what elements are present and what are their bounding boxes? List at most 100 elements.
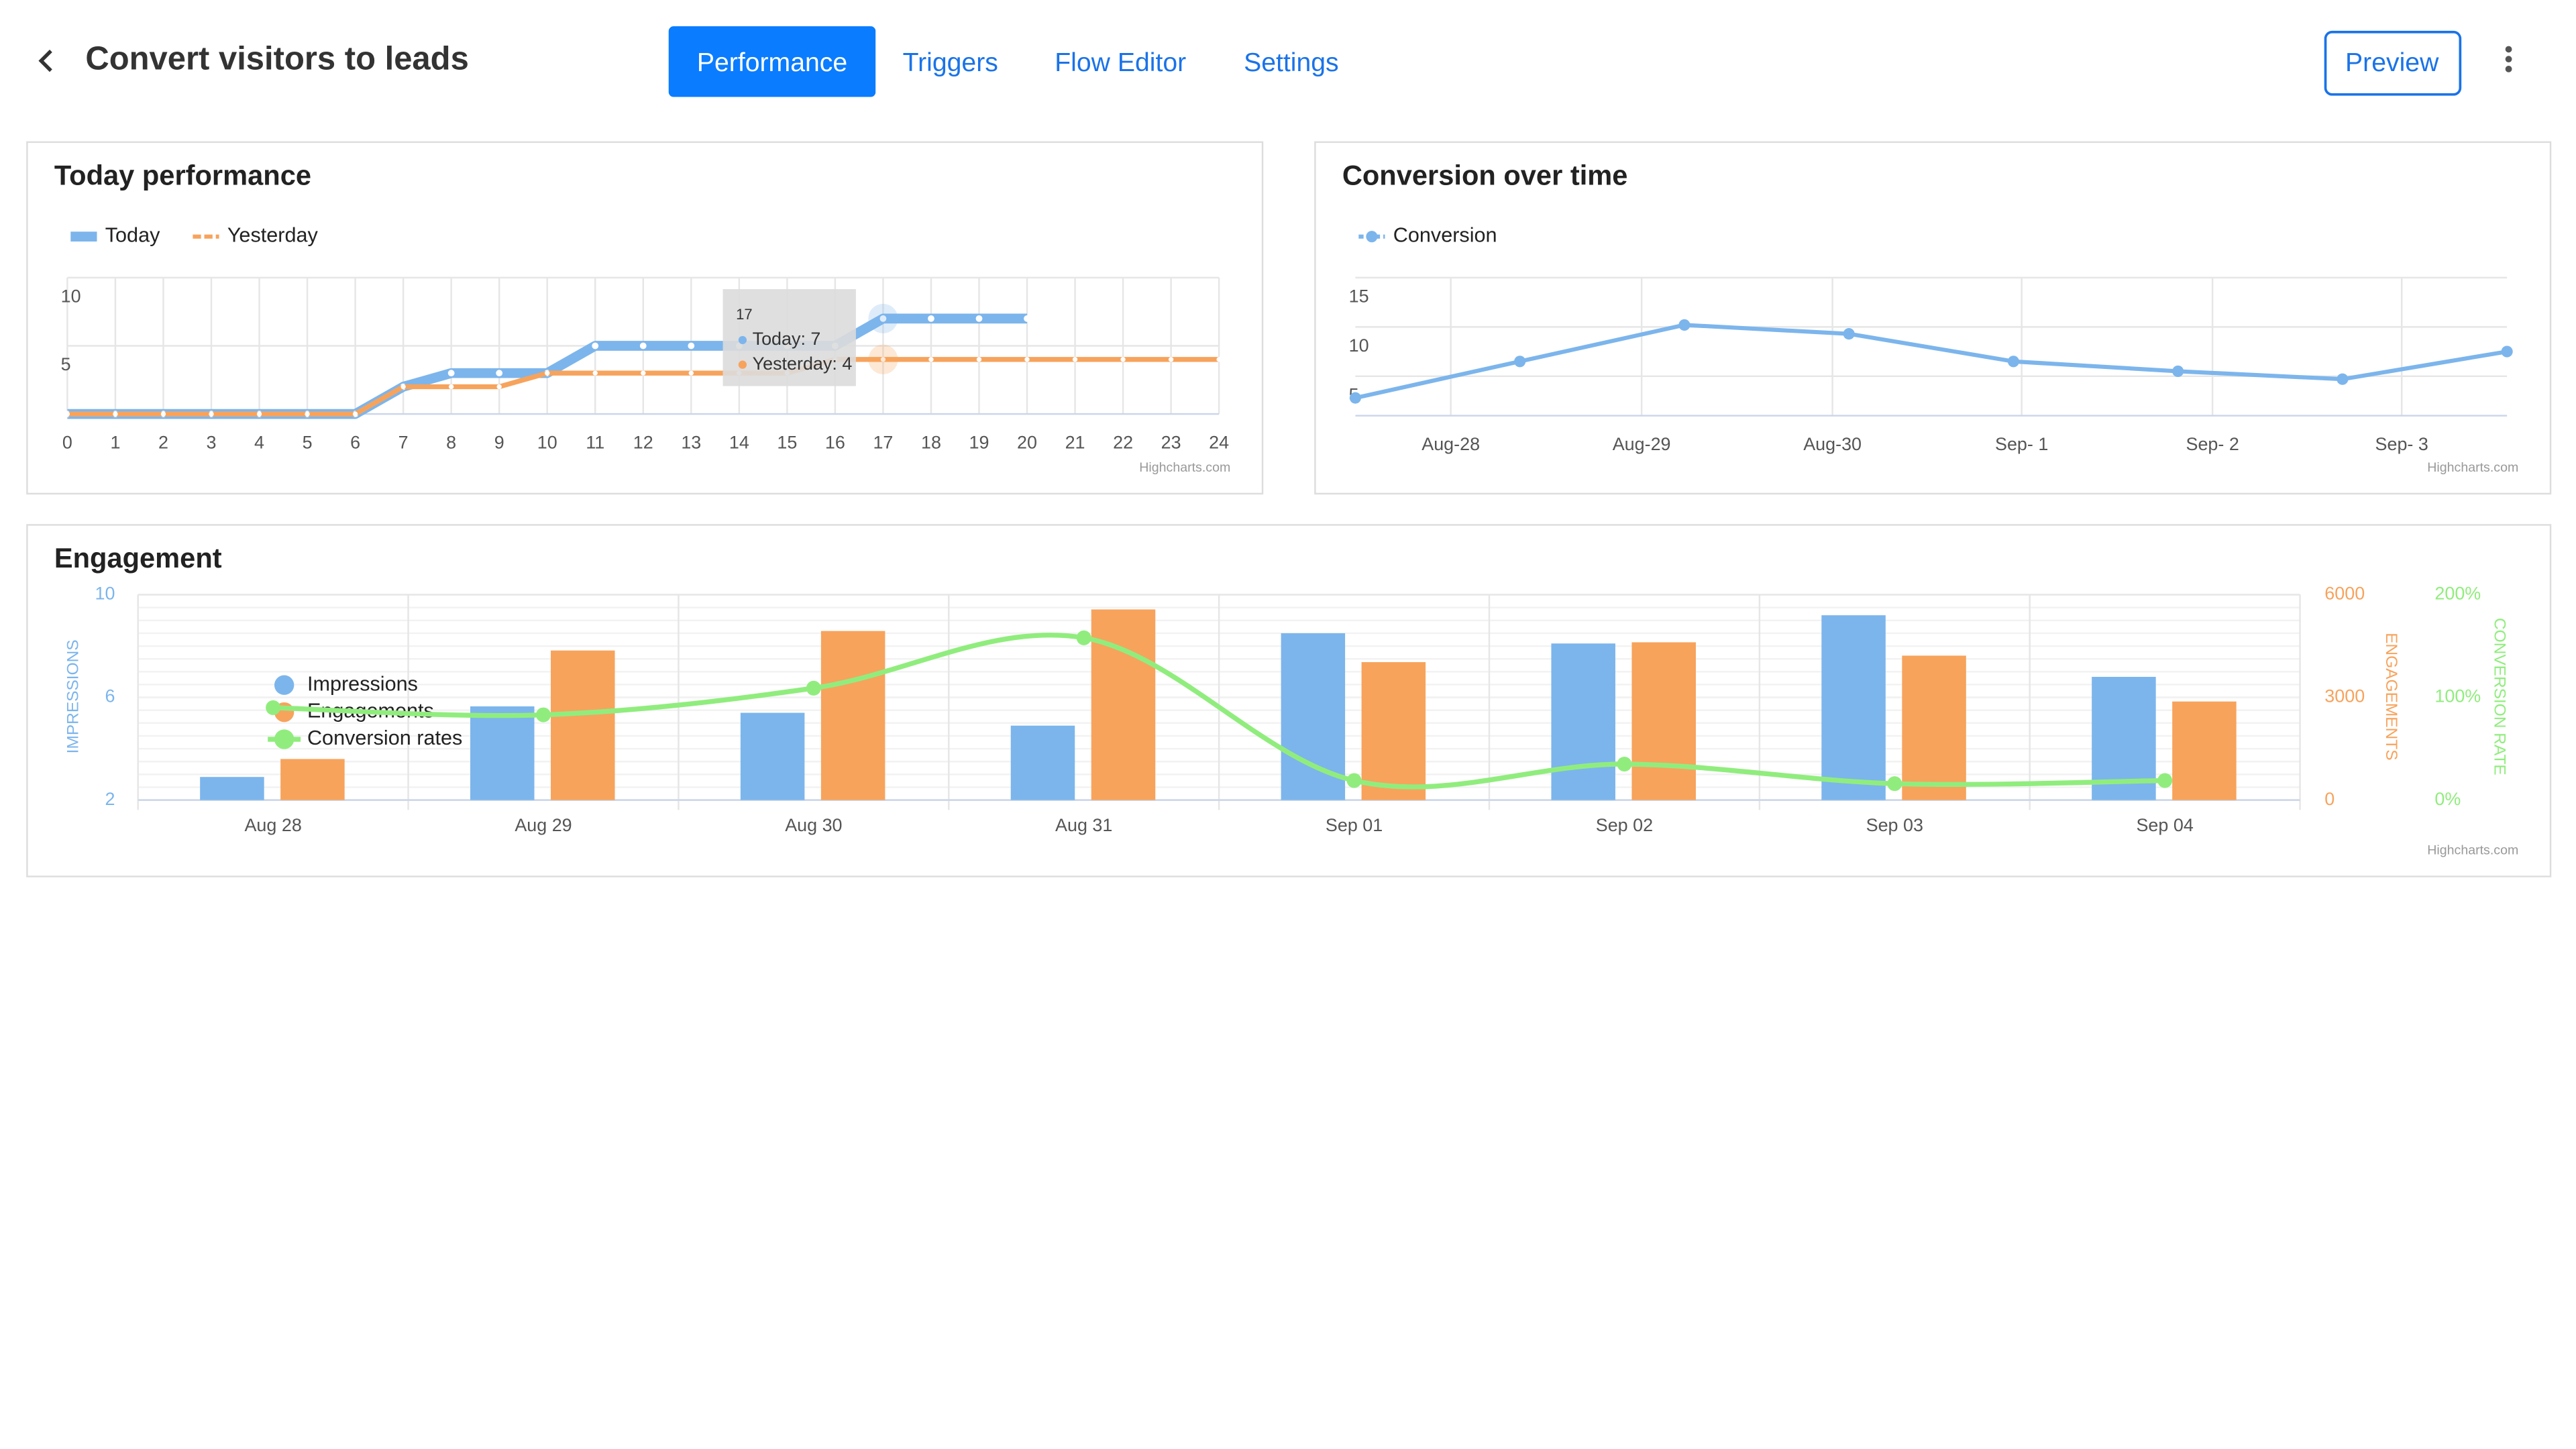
point [496,370,503,377]
tooltip-dot [738,335,747,345]
point [496,384,502,390]
point [2501,345,2513,358]
point [2007,356,2019,368]
point [447,370,455,377]
x-tick-label: Sep 01 [1326,815,1383,835]
tab[interactable] [668,26,876,97]
tooltip-line: Today: 7 [753,329,821,349]
x-tick-label: 7 [398,432,409,452]
point [880,357,886,362]
x-tick-label: 21 [1065,432,1085,452]
credits: Highcharts.com [2427,843,2518,858]
point [266,700,281,715]
back-button[interactable] [38,50,52,72]
legend-symbol [1366,231,1378,243]
bar [1902,655,1966,800]
point [535,707,551,722]
x-tick-label: 5 [303,432,313,452]
bar [1091,609,1156,800]
point [2157,773,2173,788]
x-tick-label: Sep 04 [2136,815,2193,835]
legend-symbol [274,675,294,695]
x-tick-label: Aug-28 [1421,434,1480,454]
bar [200,777,264,800]
point [305,411,310,417]
bar [551,650,615,800]
x-tick-label: 1 [110,432,120,452]
x-tick-label: Aug 28 [244,815,301,835]
x-tick-label: 2 [158,432,168,452]
legend-label: Impressions [307,672,418,695]
more-menu[interactable] [2505,46,2512,72]
x-tick-label: 17 [873,432,893,452]
hover-halo [868,303,898,333]
chart-title: Engagement [54,542,222,574]
tab[interactable] [1216,26,1367,97]
page-title: Convert visitors to leads [85,41,468,77]
x-tick-label: Aug 30 [785,815,842,835]
x-tick-label: Sep 03 [1866,815,1923,835]
y-tick-label: 15 [1349,286,1369,306]
x-tick-label: Aug-29 [1613,434,1671,454]
point [1843,328,1855,340]
y-tick-label: 100% [2434,686,2481,706]
x-tick-label: 14 [729,432,749,452]
bar [470,706,535,800]
x-tick-label: 3 [207,432,217,452]
point [256,411,262,417]
x-tick-label: 20 [1017,432,1037,452]
legend-symbol [274,729,294,749]
y-tick-label: 5 [61,354,71,374]
y-tick-label: 3000 [2324,686,2365,706]
y-tick-label: 2 [105,789,115,809]
x-tick-label: 19 [969,432,989,452]
tab-label: Performance [697,48,847,77]
bar [740,712,805,800]
credits: Highcharts.com [2427,460,2518,475]
point [1168,357,1174,362]
point [688,342,695,350]
legend-symbol [70,231,97,241]
tooltip-line: Yesterday: 4 [753,354,853,374]
y-tick-label: 0 [2324,789,2334,809]
credits: Highcharts.com [1139,460,1230,475]
point [592,370,598,376]
point [1887,776,1902,792]
x-tick-label: 22 [1113,432,1133,452]
x-tick-label: 12 [633,432,653,452]
point [1346,773,1362,788]
x-tick-label: 16 [825,432,845,452]
x-tick-label: 11 [586,432,604,452]
x-tick-label: 4 [254,432,264,452]
point [806,680,821,696]
x-tick-label: 13 [681,432,701,452]
preview-button[interactable] [2324,30,2462,96]
y-tick-label: 10 [61,286,81,306]
point [928,315,934,322]
legend-label: Yesterday [227,224,319,247]
x-tick-label: 15 [777,432,797,452]
hover-halo [868,344,898,374]
panel [26,141,1264,495]
point [641,370,646,376]
point [113,411,118,417]
tab-label: Triggers [903,48,998,77]
tooltip-dot [738,360,747,369]
preview-label: Preview [2345,48,2439,77]
tab[interactable] [875,26,1026,97]
x-tick-label: 10 [537,432,557,452]
axis-title: ENGAGEMENTS [2382,633,2400,760]
legend-label: Conversion rates [307,727,462,749]
point [879,315,887,322]
point [400,384,406,390]
bar [2172,701,2237,800]
x-tick-label: Aug 31 [1055,815,1112,835]
bar [1551,643,1615,800]
x-tick-label: Aug-30 [1803,434,1862,454]
y-tick-label: 0% [2434,789,2461,809]
tab[interactable] [1025,26,1216,97]
x-tick-label: Sep- 2 [2186,434,2239,454]
x-tick-label: Sep 02 [1596,815,1653,835]
axis-title: IMPRESSIONS [64,639,83,753]
